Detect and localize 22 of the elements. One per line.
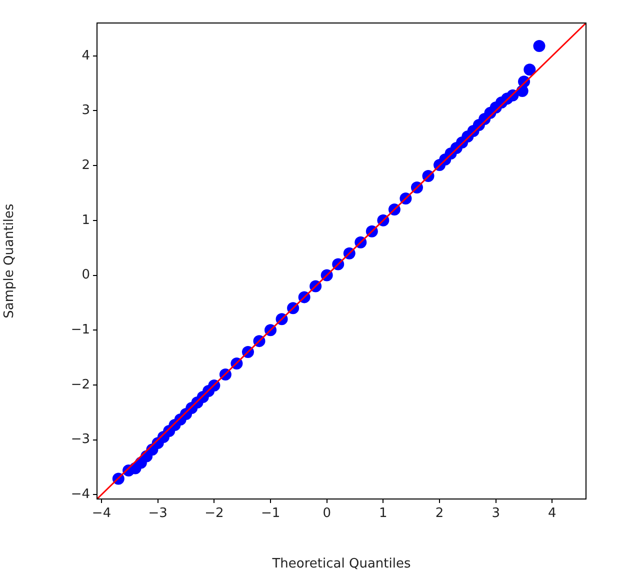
y-tick-label: 3 [82, 103, 90, 118]
y-axis-title: Sample Quantiles [2, 203, 18, 318]
y-tick-label: 1 [82, 212, 90, 228]
x-tick-label: −4 [92, 506, 112, 522]
x-tick-label: 1 [379, 506, 388, 522]
x-tick-label: −2 [204, 506, 224, 522]
y-tick-label: −2 [70, 377, 90, 392]
y-tick-label: 0 [82, 268, 90, 283]
y-tick-label: 4 [82, 48, 90, 64]
x-tick-label: 2 [435, 506, 444, 522]
x-tick-label: −3 [148, 506, 168, 522]
x-tick-label: −1 [260, 506, 280, 522]
point [524, 64, 536, 76]
y-tick-label: −1 [70, 322, 90, 338]
x-tick-label: 3 [492, 506, 500, 522]
point [533, 40, 546, 52]
x-axis-title: Theoretical Quantiles [271, 556, 411, 572]
y-tick-label: 2 [82, 158, 90, 173]
x-tick-label: 4 [548, 506, 556, 522]
x-tick-label: 0 [322, 506, 331, 522]
y-tick-label: −3 [70, 432, 90, 448]
y-tick-label: −4 [70, 486, 90, 502]
